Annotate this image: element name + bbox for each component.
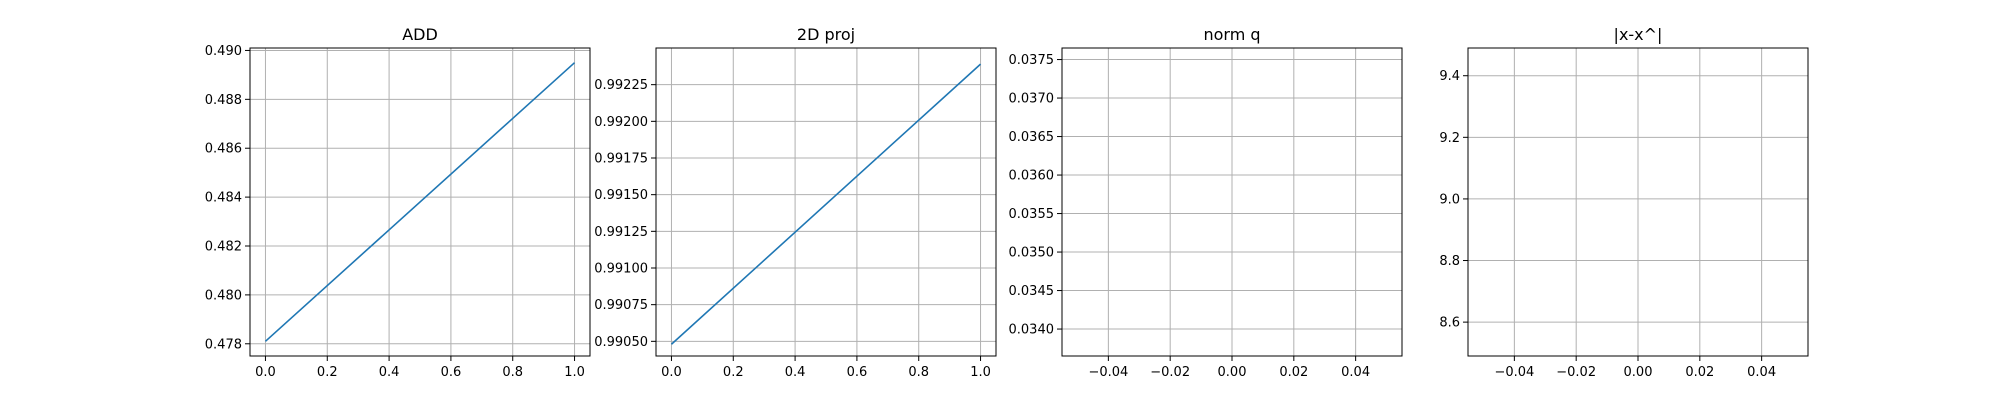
- y-tick-label: 0.99125: [594, 225, 648, 240]
- y-tick-label: 9.0: [1439, 192, 1460, 207]
- y-tick-label: 0.488: [205, 93, 242, 108]
- y-tick-label: 0.99200: [594, 115, 648, 130]
- y-tick-label: 0.0370: [1009, 92, 1055, 107]
- subplot-x-error: |x-x^| −0.04 −0.02 0.00 0.02 0.04 8.6 8.8 9.0 9.…: [1439, 25, 1809, 380]
- y-tick-label: 0.482: [205, 240, 242, 255]
- y-tick-label: 9.4: [1439, 69, 1460, 84]
- x-tick-label: −0.02: [1556, 365, 1596, 380]
- x-tick-label: −0.02: [1150, 365, 1190, 380]
- x-tick-label: 0.04: [1341, 365, 1370, 380]
- x-tick-label: 0.00: [1218, 365, 1247, 380]
- y-tick-label: 8.6: [1439, 316, 1460, 331]
- y-tick-label: 0.0365: [1009, 130, 1055, 145]
- x-tick-label: 1.0: [564, 365, 585, 380]
- y-tick-label: 0.0340: [1009, 323, 1055, 338]
- y-tick-label: 0.0345: [1009, 284, 1055, 299]
- y-tick-label: 0.0355: [1009, 207, 1055, 222]
- x-tick-label: −0.04: [1088, 365, 1128, 380]
- x-tick-label: 0.6: [847, 365, 868, 380]
- x-tick-label: 0.02: [1279, 365, 1308, 380]
- x-tick-label: 0.4: [379, 365, 400, 380]
- y-tick-label: 0.99175: [594, 152, 648, 167]
- y-tick-label: 0.486: [205, 142, 242, 157]
- x-tick-label: −0.04: [1494, 365, 1534, 380]
- y-tick-label: 9.2: [1439, 131, 1460, 146]
- subplot-title: |x-x^|: [1614, 25, 1663, 44]
- x-tick-label: 1.0: [970, 365, 991, 380]
- x-tick-label: 0.00: [1624, 365, 1653, 380]
- plot-frame: [249, 47, 591, 357]
- x-tick-label: 0.02: [1685, 365, 1714, 380]
- y-tick-label: 0.99100: [594, 262, 648, 277]
- y-tick-label: 0.484: [205, 191, 242, 206]
- x-tick-label: 0.2: [723, 365, 744, 380]
- x-tick-label: 0.04: [1747, 365, 1776, 380]
- y-tick-label: 0.99050: [594, 335, 648, 350]
- subplot-add: ADD 0.0 0.2 0.4 0.6 0.8 1.0 0.478 0.480 0.482 0.4…: [205, 25, 591, 380]
- subplot-title: 2D proj: [797, 25, 855, 44]
- plot-frame: [655, 47, 997, 357]
- x-tick-label: 0.8: [908, 365, 929, 380]
- y-tick-label: 0.99225: [594, 78, 648, 93]
- subplot-title: norm q: [1203, 25, 1260, 44]
- x-tick-label: 0.4: [785, 365, 806, 380]
- x-tick-label: 0.2: [317, 365, 338, 380]
- y-tick-label: 0.0360: [1009, 169, 1055, 184]
- series-line: [264, 62, 576, 342]
- y-tick-label: 0.480: [205, 288, 242, 303]
- y-tick-label: 8.8: [1439, 254, 1460, 269]
- y-tick-label: 0.478: [205, 337, 242, 352]
- subplot-title: ADD: [402, 25, 438, 44]
- y-tick-label: 0.99075: [594, 298, 648, 313]
- y-tick-label: 0.99150: [594, 188, 648, 203]
- x-tick-label: 0.8: [502, 365, 523, 380]
- x-tick-label: 0.0: [661, 365, 682, 380]
- y-tick-label: 0.0350: [1009, 246, 1055, 261]
- y-tick-label: 0.490: [205, 44, 242, 59]
- x-tick-label: 0.0: [255, 365, 276, 380]
- series-line: [670, 63, 982, 345]
- x-tick-label: 0.6: [441, 365, 462, 380]
- subplot-2d-proj: 2D proj 0.0 0.2 0.4 0.6 0.8 1.0 0.99050 0.99075…: [594, 25, 997, 380]
- y-tick-label: 0.0375: [1009, 53, 1055, 68]
- subplot-norm-q: norm q −0.04 −0.02 0.00 0.02 0.04 0.0340 0.034…: [1009, 25, 1403, 380]
